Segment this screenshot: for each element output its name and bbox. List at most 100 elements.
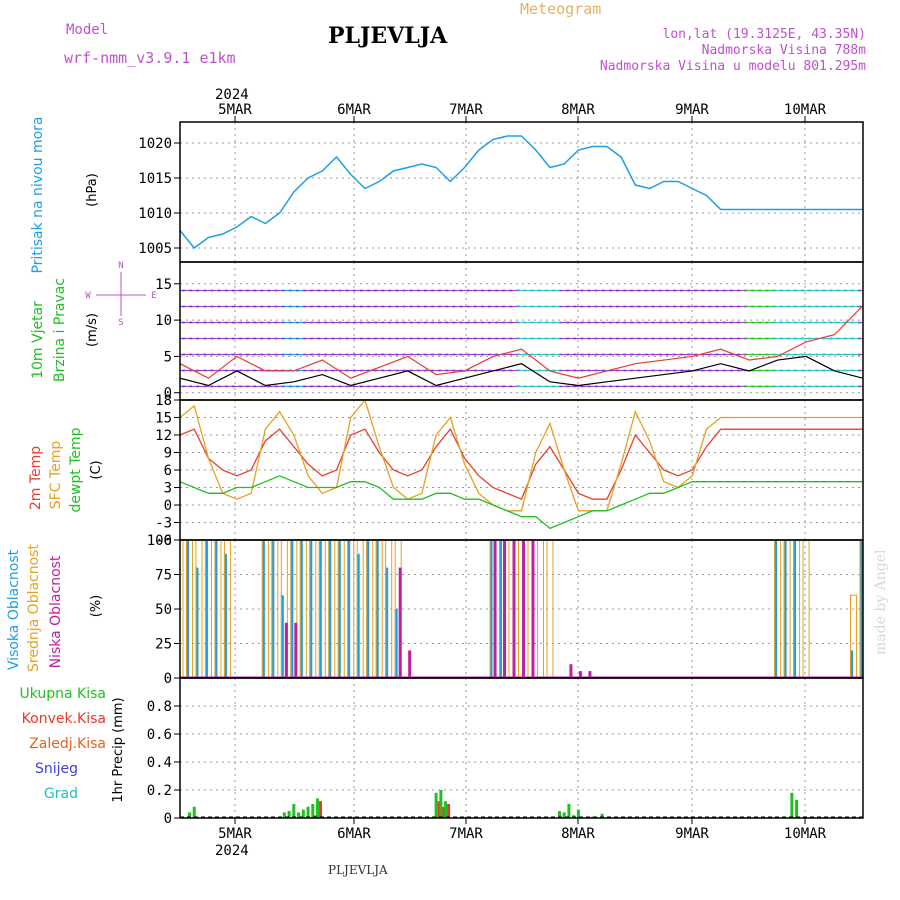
wind-barb bbox=[288, 321, 299, 324]
wind-barb bbox=[196, 321, 207, 324]
wind-barb bbox=[473, 305, 484, 308]
wind-barb bbox=[665, 385, 676, 388]
clouds-ytick-label: 100 bbox=[147, 533, 172, 549]
wind-barb bbox=[182, 337, 193, 340]
wind-barb bbox=[331, 353, 342, 356]
cloud-bar-mid bbox=[366, 540, 374, 678]
wind-barb bbox=[786, 289, 797, 292]
cloud-bar-high bbox=[261, 540, 265, 678]
cloud-panel-labels: Visoka Oblacnost Srednja Oblacnost Niska… bbox=[6, 544, 104, 672]
precip-bar-total bbox=[306, 806, 310, 818]
precip-ytick-label: 0.4 bbox=[147, 755, 172, 771]
wind-barb bbox=[409, 305, 420, 308]
wind-barb bbox=[587, 289, 598, 292]
wind-barb bbox=[729, 369, 740, 372]
wind-barb bbox=[502, 385, 513, 388]
wind-barb bbox=[352, 321, 363, 324]
wind-barb bbox=[210, 353, 221, 356]
wind-barb bbox=[495, 289, 506, 292]
wind-barb bbox=[559, 337, 570, 340]
wind-barb bbox=[459, 289, 470, 292]
wind-barb bbox=[530, 321, 541, 324]
wind-barb bbox=[544, 289, 556, 292]
wind-barb bbox=[857, 322, 863, 324]
clouds-ytick-label: 25 bbox=[155, 637, 172, 653]
wind-barb bbox=[189, 353, 200, 356]
wind-barb bbox=[359, 385, 371, 388]
wind-barb bbox=[281, 321, 292, 324]
wind-barb bbox=[836, 289, 847, 292]
wind-barb bbox=[274, 321, 285, 324]
wind-data bbox=[180, 289, 863, 388]
wind-barb bbox=[423, 337, 435, 340]
wind-barb bbox=[765, 385, 776, 388]
wind-barb bbox=[203, 289, 214, 292]
top-day-label: 5MAR bbox=[218, 102, 252, 118]
cloud-bar-high bbox=[318, 540, 322, 678]
wind-barb bbox=[359, 337, 371, 340]
wind-barb bbox=[680, 289, 691, 292]
wind-barb bbox=[288, 305, 299, 308]
cloud-bar-mid bbox=[271, 540, 279, 678]
wind-barb bbox=[687, 337, 698, 340]
wind-barb bbox=[573, 321, 584, 324]
wind-barb bbox=[651, 289, 662, 292]
wind-barb bbox=[295, 305, 306, 308]
compass-w: W bbox=[85, 291, 91, 301]
wind-barb bbox=[431, 369, 442, 372]
wind-barb bbox=[680, 321, 691, 324]
wind-barb bbox=[680, 369, 691, 372]
wind-barb bbox=[573, 353, 584, 356]
wind-barb bbox=[487, 289, 499, 292]
wind-barb bbox=[829, 385, 840, 388]
cloud-low-title: Niska Oblacnost bbox=[48, 555, 64, 668]
wind-barb bbox=[210, 337, 221, 340]
wind-barb bbox=[672, 369, 684, 372]
precip-ylabel: 1hr Precip (mm) bbox=[111, 697, 126, 802]
wind-barb bbox=[744, 337, 755, 340]
wind-barb bbox=[530, 337, 541, 340]
clouds-ytick-label: 75 bbox=[155, 568, 172, 584]
cloud-bar-high bbox=[793, 540, 797, 678]
wind-barb bbox=[779, 369, 790, 372]
wind-barb bbox=[530, 385, 541, 388]
wind-barb bbox=[786, 385, 797, 388]
wind-barb bbox=[466, 305, 477, 308]
wind-barb bbox=[751, 385, 762, 388]
wind-barb bbox=[495, 385, 506, 388]
wind-barb bbox=[281, 337, 292, 340]
wind-barb bbox=[701, 289, 712, 292]
wind-barb bbox=[758, 305, 769, 308]
wind-barb bbox=[836, 385, 847, 388]
wind-barb bbox=[829, 321, 840, 324]
wind-barb bbox=[445, 305, 456, 308]
wind-barb bbox=[374, 305, 385, 308]
wind-barb bbox=[737, 305, 748, 308]
wind-barb bbox=[552, 321, 563, 324]
cloud-bar-mid bbox=[774, 540, 782, 678]
cloud-bar-mid bbox=[204, 540, 212, 678]
wind-barb bbox=[566, 353, 577, 356]
wind-barb bbox=[274, 337, 285, 340]
wind-barb bbox=[516, 289, 527, 292]
wind-barb bbox=[480, 321, 491, 324]
wind-barb bbox=[288, 289, 299, 292]
wind-barb bbox=[395, 337, 406, 340]
wind-barb bbox=[381, 337, 392, 340]
wind-barb bbox=[665, 321, 676, 324]
wind-barb bbox=[566, 305, 577, 308]
wind-barb bbox=[438, 385, 449, 388]
wind-barb bbox=[480, 385, 491, 388]
wind-barb bbox=[630, 321, 641, 324]
wind-barb bbox=[203, 321, 214, 324]
wind-barb bbox=[680, 385, 691, 388]
wind-barb bbox=[587, 305, 598, 308]
cloud-bar-high bbox=[356, 553, 360, 678]
wind-barb bbox=[388, 305, 399, 308]
wind-barb bbox=[246, 289, 257, 292]
wind-barb bbox=[751, 369, 762, 372]
precip-bar-total bbox=[316, 798, 320, 818]
wind-barb bbox=[580, 321, 591, 324]
wind-barb bbox=[701, 353, 712, 356]
wind-barb bbox=[416, 305, 427, 308]
